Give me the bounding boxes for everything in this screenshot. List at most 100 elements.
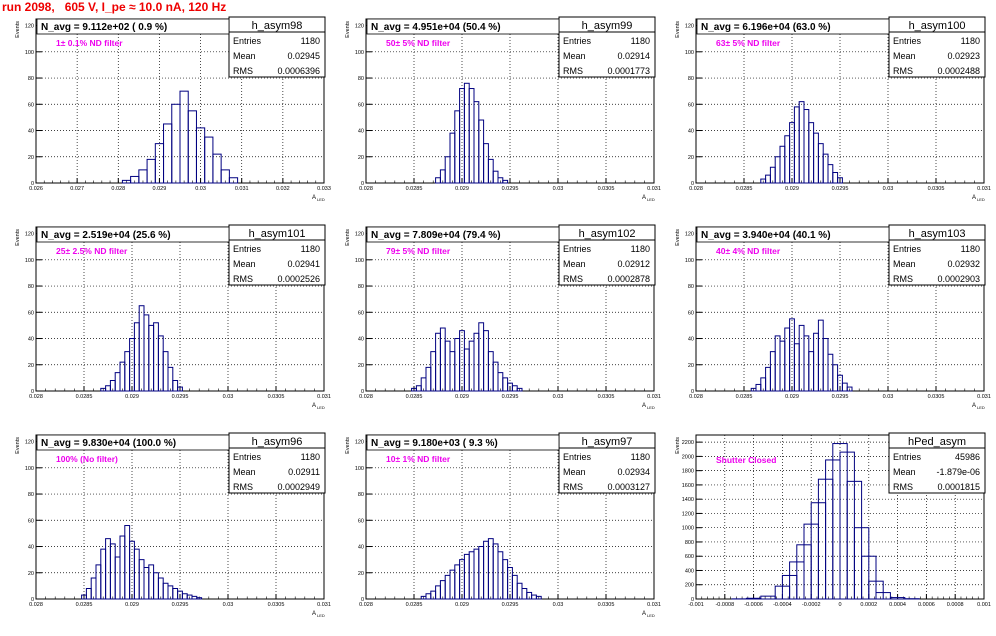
x-tick-label: 0.03 (553, 394, 564, 400)
y-tick-label: 2200 (682, 440, 694, 446)
x-tick-label: 0.0295 (832, 394, 849, 400)
y-tick-label: 40 (358, 129, 364, 135)
x-tick-label: 0.0295 (172, 394, 189, 400)
stat-label-entries: Entries (233, 452, 262, 462)
navg-header-text: N_avg = 7.809e+04 (79.4 %) (371, 230, 501, 241)
stat-value-entries: 1180 (961, 244, 980, 254)
y-axis-label: Events (345, 21, 351, 38)
x-tick-label: -0.0002 (802, 602, 821, 608)
filter-annotation: 50± 5% ND filter (386, 38, 451, 48)
filter-annotation: 10± 1% ND filter (386, 454, 451, 464)
y-tick-label: 80 (688, 284, 694, 290)
x-tick-label: 0.0002 (860, 602, 877, 608)
histogram-name: h_asym102 (579, 228, 636, 240)
page-title: run 2098, 605 V, I_pe ≈ 10.0 nA, 120 Hz (2, 0, 226, 14)
stat-value-entries: 1180 (301, 244, 320, 254)
stat-label-rms: RMS (233, 482, 253, 492)
stat-label-entries: Entries (233, 244, 262, 254)
y-tick-label: 120 (355, 440, 364, 446)
x-axis-label-subscript: LED (317, 197, 325, 202)
navg-header-text: N_avg = 3.940e+04 (40.1 %) (701, 230, 831, 241)
stat-value-rms: 0.0006396 (277, 66, 320, 76)
y-tick-label: 2000 (682, 454, 694, 460)
y-tick-label: 0 (691, 597, 694, 603)
stat-value-rms: 0.0002878 (607, 274, 650, 284)
x-tick-label: 0.029 (153, 186, 167, 192)
stat-label-entries: Entries (563, 452, 592, 462)
x-tick-label: 0.0295 (502, 186, 519, 192)
stat-value-mean: 0.02945 (287, 51, 320, 61)
y-tick-label: 0 (691, 389, 694, 395)
stat-value-entries: 45986 (955, 452, 980, 462)
y-tick-label: 120 (25, 440, 34, 446)
x-axis-label: A (972, 195, 976, 201)
x-axis-label: A (642, 195, 646, 201)
y-tick-label: 1400 (682, 497, 694, 503)
stat-label-rms: RMS (563, 66, 583, 76)
stat-value-mean: 0.02941 (287, 259, 320, 269)
x-tick-label: 0.0305 (598, 186, 615, 192)
navg-header-box: N_avg = 7.809e+04 (79.4 %) (367, 227, 559, 242)
y-tick-label: 100 (355, 466, 364, 472)
x-axis-label-subscript: LED (317, 613, 325, 618)
y-tick-label: 0 (691, 181, 694, 187)
navg-header-box: N_avg = 2.519e+04 (25.6 %) (37, 227, 229, 242)
navg-header-text: N_avg = 9.112e+02 ( 0.9 %) (41, 22, 167, 33)
stat-label-rms: RMS (563, 274, 583, 284)
x-tick-label: 0.0305 (598, 602, 615, 608)
y-tick-label: 0 (361, 597, 364, 603)
y-axis-label: Events (675, 21, 681, 38)
x-tick-label: 0.031 (317, 602, 331, 608)
x-tick-label: 0.03 (223, 394, 234, 400)
x-tick-label: 0.03 (553, 186, 564, 192)
y-tick-label: 20 (28, 363, 34, 369)
stat-label-rms: RMS (893, 66, 913, 76)
y-tick-label: 80 (28, 284, 34, 290)
x-tick-label: 0.029 (785, 186, 799, 192)
x-axis-label: A (312, 611, 316, 617)
x-axis-label: A (972, 403, 976, 409)
histogram-name: h_asym98 (252, 20, 303, 32)
stat-value-rms: 0.0001773 (607, 66, 650, 76)
y-tick-label: 400 (685, 568, 694, 574)
histogram-bin (746, 598, 760, 599)
x-axis-label: A (312, 403, 316, 409)
stat-value-mean: 0.02911 (288, 467, 320, 477)
stat-value-rms: 0.0002903 (937, 274, 980, 284)
stat-label-entries: Entries (233, 36, 262, 46)
x-tick-label: 0.032 (276, 186, 290, 192)
navg-header-text: N_avg = 9.180e+03 ( 9.3 %) (371, 438, 498, 449)
y-tick-label: 20 (688, 363, 694, 369)
stat-value-entries: 1180 (631, 244, 650, 254)
y-tick-label: 100 (25, 466, 34, 472)
x-tick-label: -0.0008 (715, 602, 734, 608)
y-tick-label: 80 (358, 284, 364, 290)
y-tick-label: 0 (361, 389, 364, 395)
x-tick-label: 0.03 (223, 602, 234, 608)
stat-value-mean: 0.02923 (947, 51, 980, 61)
x-axis-label: A (642, 611, 646, 617)
stat-value-entries: 1180 (631, 36, 650, 46)
stat-label-rms: RMS (893, 482, 913, 492)
x-tick-label: 0.0008 (947, 602, 964, 608)
x-tick-label: 0.0006 (918, 602, 935, 608)
stat-label-rms: RMS (563, 482, 583, 492)
y-tick-label: 60 (358, 102, 364, 108)
x-tick-label: 0.029 (125, 394, 139, 400)
x-tick-label: 0.029 (455, 186, 469, 192)
x-tick-label: 0.0295 (502, 394, 519, 400)
y-tick-label: 60 (688, 310, 694, 316)
stat-label-mean: Mean (563, 467, 586, 477)
y-tick-label: 1000 (682, 526, 694, 532)
y-tick-label: 60 (28, 310, 34, 316)
y-tick-label: 80 (358, 76, 364, 82)
